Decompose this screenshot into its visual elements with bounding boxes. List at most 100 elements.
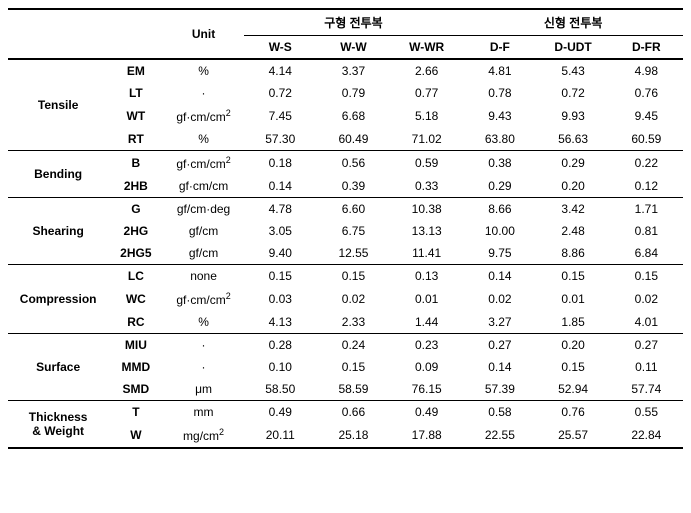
value-cell: 0.10	[244, 356, 317, 378]
header-unit: Unit	[163, 9, 243, 59]
value-cell: 11.41	[390, 242, 463, 265]
property-label: RT	[108, 128, 163, 151]
value-cell: 0.02	[317, 287, 390, 311]
property-label: LT	[108, 82, 163, 104]
unit-label: mg/cm2	[163, 423, 243, 448]
value-cell: 6.68	[317, 104, 390, 128]
value-cell: 0.15	[610, 265, 683, 288]
value-cell: 0.15	[536, 356, 609, 378]
unit-label: gf/cm·deg	[163, 198, 243, 221]
value-cell: 4.78	[244, 198, 317, 221]
value-cell: 25.57	[536, 423, 609, 448]
property-label: EM	[108, 59, 163, 82]
value-cell: 2.48	[536, 220, 609, 242]
value-cell: 0.79	[317, 82, 390, 104]
value-cell: 1.85	[536, 311, 609, 334]
value-cell: 3.37	[317, 59, 390, 82]
value-cell: 58.50	[244, 378, 317, 401]
value-cell: 6.84	[610, 242, 683, 265]
value-cell: 0.14	[244, 175, 317, 198]
value-cell: 0.13	[390, 265, 463, 288]
value-cell: 0.56	[317, 151, 390, 176]
value-cell: 0.15	[317, 356, 390, 378]
property-label: T	[108, 401, 163, 424]
property-label: G	[108, 198, 163, 221]
value-cell: 10.00	[463, 220, 536, 242]
value-cell: 0.12	[610, 175, 683, 198]
unit-label: %	[163, 128, 243, 151]
table-header: Unit 구형 전투복 신형 전투복 W-S W-W W-WR D-F D-UD…	[8, 9, 683, 59]
value-cell: 4.01	[610, 311, 683, 334]
value-cell: 0.02	[610, 287, 683, 311]
property-label: LC	[108, 265, 163, 288]
col-header: W-W	[317, 36, 390, 60]
value-cell: 0.49	[244, 401, 317, 424]
value-cell: 0.72	[536, 82, 609, 104]
value-cell: 9.40	[244, 242, 317, 265]
value-cell: 71.02	[390, 128, 463, 151]
value-cell: 0.14	[463, 265, 536, 288]
value-cell: 0.38	[463, 151, 536, 176]
value-cell: 0.72	[244, 82, 317, 104]
property-label: 2HG5	[108, 242, 163, 265]
unit-label: gf·cm/cm	[163, 175, 243, 198]
header-group1: 구형 전투복	[244, 9, 464, 36]
value-cell: 58.59	[317, 378, 390, 401]
value-cell: 0.76	[610, 82, 683, 104]
property-label: 2HB	[108, 175, 163, 198]
value-cell: 0.01	[390, 287, 463, 311]
value-cell: 9.75	[463, 242, 536, 265]
value-cell: 9.45	[610, 104, 683, 128]
value-cell: 0.18	[244, 151, 317, 176]
value-cell: 0.33	[390, 175, 463, 198]
property-label: MMD	[108, 356, 163, 378]
value-cell: 0.20	[536, 334, 609, 357]
value-cell: 0.24	[317, 334, 390, 357]
unit-label: gf·cm/cm2	[163, 151, 243, 176]
unit-label: ·	[163, 334, 243, 357]
value-cell: 0.03	[244, 287, 317, 311]
value-cell: 1.71	[610, 198, 683, 221]
value-cell: 8.66	[463, 198, 536, 221]
col-header: D-FR	[610, 36, 683, 60]
value-cell: 3.27	[463, 311, 536, 334]
value-cell: 57.30	[244, 128, 317, 151]
unit-label: mm	[163, 401, 243, 424]
property-label: MIU	[108, 334, 163, 357]
data-table: Unit 구형 전투복 신형 전투복 W-S W-W W-WR D-F D-UD…	[8, 8, 683, 449]
unit-label: ·	[163, 356, 243, 378]
value-cell: 0.55	[610, 401, 683, 424]
value-cell: 4.14	[244, 59, 317, 82]
value-cell: 0.27	[463, 334, 536, 357]
property-label: WT	[108, 104, 163, 128]
value-cell: 57.39	[463, 378, 536, 401]
value-cell: 5.43	[536, 59, 609, 82]
category-label: Bending	[8, 151, 108, 198]
value-cell: 0.27	[610, 334, 683, 357]
value-cell: 56.63	[536, 128, 609, 151]
value-cell: 0.66	[317, 401, 390, 424]
value-cell: 20.11	[244, 423, 317, 448]
value-cell: 2.66	[390, 59, 463, 82]
value-cell: 0.22	[610, 151, 683, 176]
property-label: RC	[108, 311, 163, 334]
table-body: TensileEM%4.143.372.664.815.434.98LT·0.7…	[8, 59, 683, 448]
col-header: W-S	[244, 36, 317, 60]
value-cell: 4.13	[244, 311, 317, 334]
col-header: W-WR	[390, 36, 463, 60]
unit-label: gf·cm/cm2	[163, 104, 243, 128]
unit-label: μm	[163, 378, 243, 401]
value-cell: 7.45	[244, 104, 317, 128]
value-cell: 76.15	[390, 378, 463, 401]
value-cell: 0.15	[244, 265, 317, 288]
category-label: Surface	[8, 334, 108, 401]
property-label: WC	[108, 287, 163, 311]
value-cell: 0.28	[244, 334, 317, 357]
header-group2: 신형 전투복	[463, 9, 683, 36]
value-cell: 4.98	[610, 59, 683, 82]
value-cell: 6.60	[317, 198, 390, 221]
value-cell: 0.77	[390, 82, 463, 104]
value-cell: 13.13	[390, 220, 463, 242]
value-cell: 60.59	[610, 128, 683, 151]
col-header: D-UDT	[536, 36, 609, 60]
